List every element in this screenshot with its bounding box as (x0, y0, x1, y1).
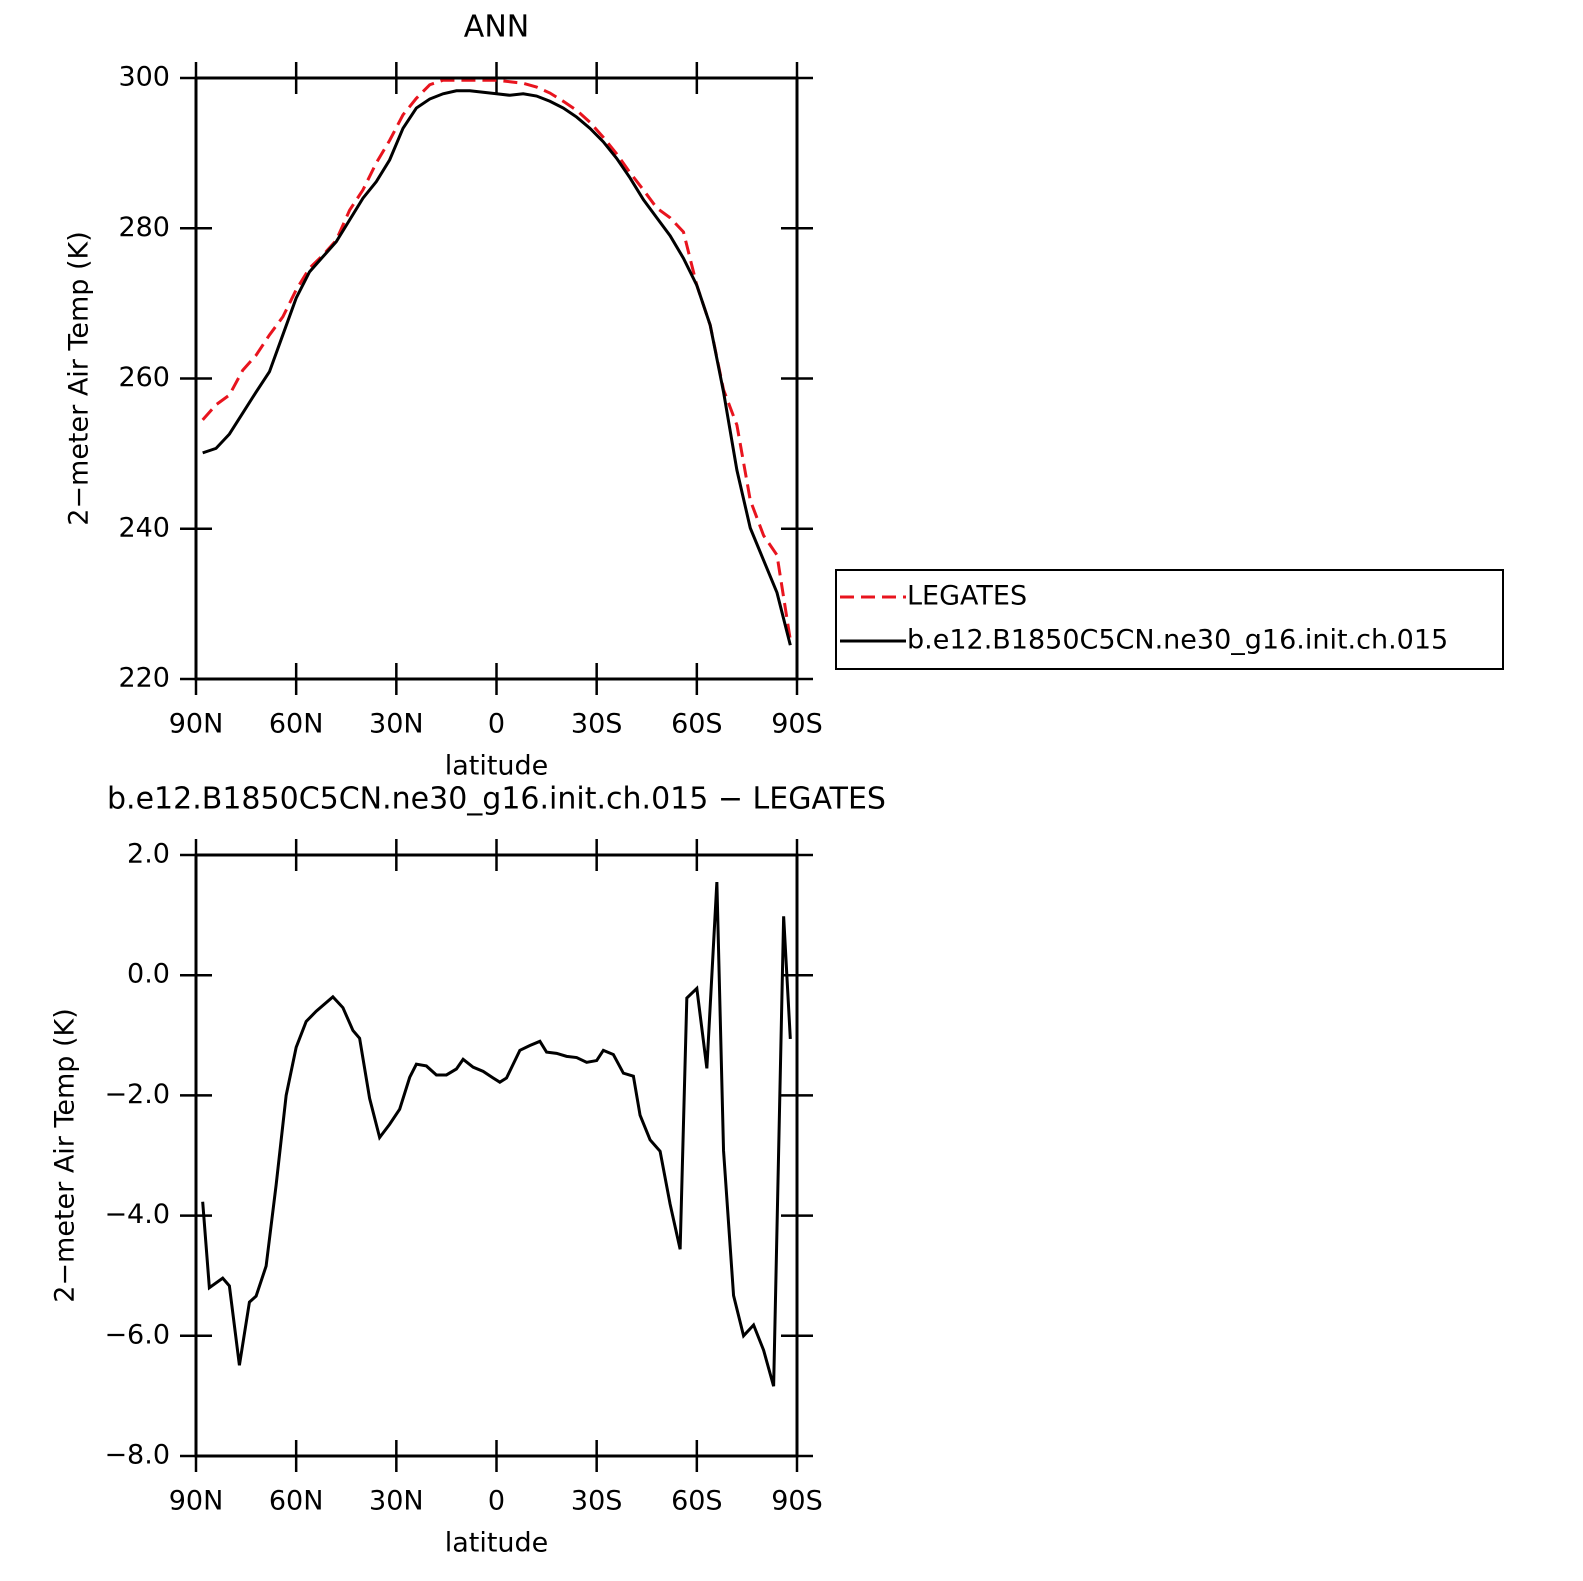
y-tick-label: 220 (118, 663, 170, 694)
data-line (202, 89, 792, 646)
x-axis-label: latitude (445, 1528, 549, 1559)
y-tick-label: 0.0 (127, 959, 170, 990)
x-tick-label: 60S (671, 1486, 723, 1517)
x-tick-label: 30N (369, 1486, 424, 1517)
x-tick-label: 0 (488, 709, 505, 740)
legend-box (835, 569, 1504, 670)
x-tick-label: 60N (269, 1486, 324, 1517)
x-tick-label: 30N (369, 709, 424, 740)
y-tick-label: −8.0 (104, 1440, 170, 1471)
y-axis-label: 2−meter Air Temp (K) (64, 231, 95, 526)
x-tick-label: 90S (771, 1486, 823, 1517)
y-tick-label: −4.0 (104, 1199, 170, 1230)
x-tick-label: 90S (771, 709, 823, 740)
y-tick-label: 260 (118, 362, 170, 393)
x-tick-label: 90N (169, 709, 224, 740)
legend-label: LEGATES (907, 581, 1027, 612)
x-tick-label: 0 (488, 1486, 505, 1517)
y-tick-label: 280 (118, 212, 170, 243)
chart-title: b.e12.B1850C5CN.ne30_g16.init.ch.015 − L… (107, 782, 886, 817)
y-tick-label: 300 (118, 62, 170, 93)
y-tick-label: 2.0 (127, 839, 170, 870)
data-line (201, 881, 792, 1387)
legend-label: b.e12.B1850C5CN.ne30_g16.init.ch.015 (907, 625, 1448, 656)
chart-title: ANN (464, 10, 529, 45)
x-tick-label: 30S (571, 1486, 623, 1517)
plot-frame (194, 76, 799, 681)
y-axis-label: 2−meter Air Temp (K) (50, 1008, 81, 1303)
x-axis-label: latitude (445, 751, 549, 782)
x-tick-label: 90N (169, 1486, 224, 1517)
y-tick-label: 240 (118, 512, 170, 543)
y-tick-label: −2.0 (104, 1079, 170, 1110)
x-tick-label: 60S (671, 709, 723, 740)
y-tick-label: −6.0 (104, 1319, 170, 1350)
plot-frame (194, 853, 799, 1458)
data-line (201, 78, 792, 641)
x-tick-label: 60N (269, 709, 324, 740)
x-tick-label: 30S (571, 709, 623, 740)
